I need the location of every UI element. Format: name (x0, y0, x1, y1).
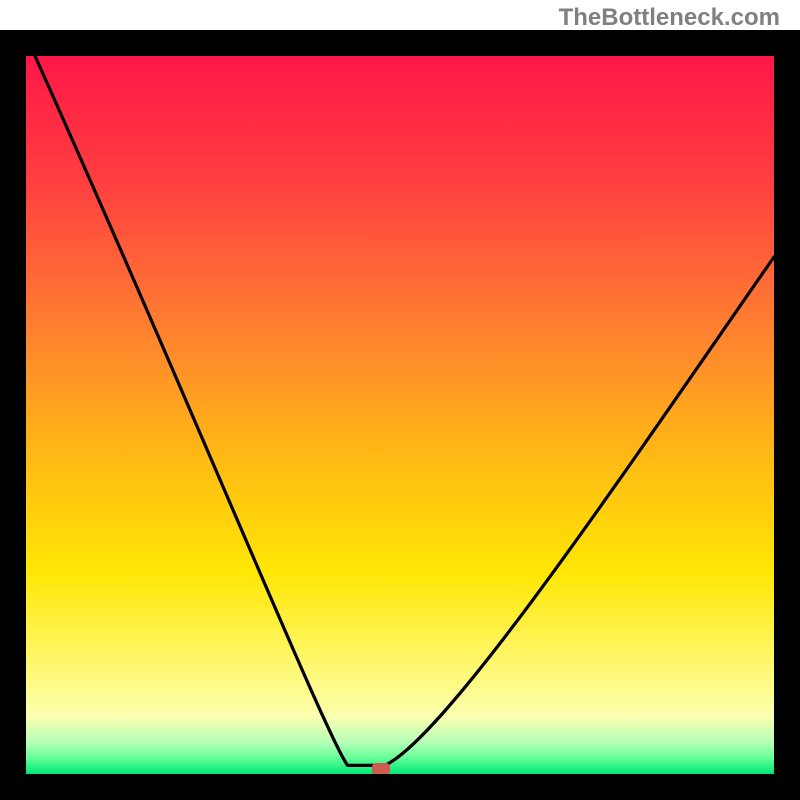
stage: TheBottleneck.com (0, 0, 800, 800)
plot-area (26, 56, 774, 774)
frame-bottom (0, 774, 800, 800)
frame-left (0, 30, 26, 800)
frame-top (0, 30, 800, 56)
bottleneck-curve (26, 56, 774, 774)
optimal-marker (372, 763, 390, 774)
watermark-text: TheBottleneck.com (559, 4, 780, 32)
curve-path (35, 56, 774, 765)
frame-right (774, 30, 800, 800)
